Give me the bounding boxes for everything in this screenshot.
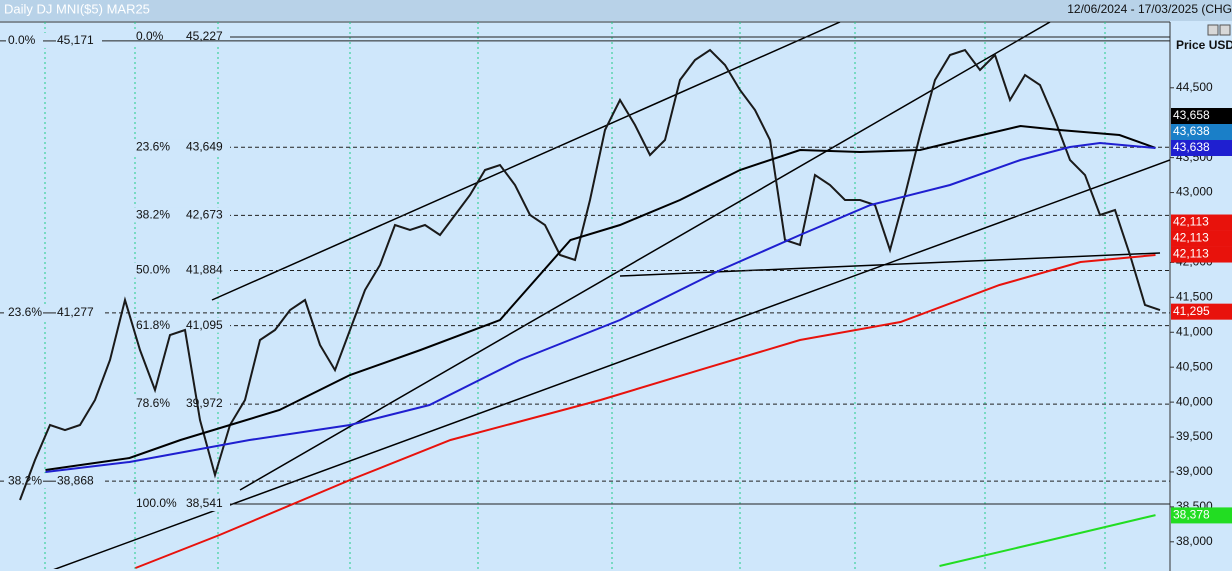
trend-lines <box>53 22 1170 569</box>
y-tick-label: 39,000 <box>1176 464 1213 478</box>
series <box>19 48 1161 569</box>
price-label-box <box>1171 230 1232 247</box>
fib-pct: 0.0% <box>136 29 164 43</box>
series-line <box>135 254 1156 569</box>
price-label-box <box>1171 108 1232 125</box>
series-line <box>939 514 1156 567</box>
y-tick-label: 43,000 <box>1176 185 1213 199</box>
price-label-box <box>1171 303 1232 320</box>
fib-value: 38,541 <box>186 496 223 510</box>
fib-label-bg <box>134 317 230 333</box>
fib-pct: 50.0% <box>136 263 170 277</box>
y-tick-label: 41,500 <box>1176 290 1213 304</box>
y-tick-label: 40,500 <box>1176 359 1213 373</box>
fib-value: 45,171 <box>57 33 94 47</box>
series-line <box>19 48 1161 501</box>
fib-value: 39,972 <box>186 396 223 410</box>
price-label-box <box>1171 507 1232 524</box>
trend-line <box>239 22 1051 491</box>
price-label: 43,638 <box>1173 124 1210 138</box>
fib-value: 42,673 <box>186 208 223 222</box>
fib-label-bg <box>134 262 230 278</box>
fib-pct: 38.2% <box>8 473 42 487</box>
fib-value: 45,227 <box>186 29 223 43</box>
y-tick-label: 44,500 <box>1176 80 1213 94</box>
fib-pct: 0.0% <box>8 33 36 47</box>
price-label: 42,113 <box>1173 215 1209 229</box>
price-label-box <box>1171 214 1232 231</box>
fib-pct: 23.6% <box>136 139 170 153</box>
price-label: 43,658 <box>1173 108 1210 122</box>
fib-label-bg <box>134 139 230 155</box>
close-button[interactable] <box>1219 24 1231 36</box>
price-label: 42,113 <box>1173 247 1209 261</box>
y-axis: 38,00038,50039,00039,50040,00040,50041,0… <box>1170 80 1213 548</box>
price-label-box <box>1171 124 1232 141</box>
fib-value: 41,277 <box>57 305 94 319</box>
price-label: 43,638 <box>1173 140 1210 154</box>
y-tick-label: 41,000 <box>1176 324 1213 338</box>
fib-pct: 61.8% <box>136 318 170 332</box>
header-bar <box>0 0 1232 21</box>
fib-value: 43,649 <box>186 139 223 153</box>
price-label: 42,113 <box>1173 231 1209 245</box>
fib-label-bg <box>134 496 230 512</box>
fib-pct: 38.2% <box>136 208 170 222</box>
y-tick-label: 40,000 <box>1176 394 1213 408</box>
chart-title: Daily DJ MNI($5) MAR25 <box>4 1 150 16</box>
month-grid <box>44 22 1106 571</box>
channel-line <box>211 22 841 301</box>
price-labels: 43,658 43,638 43,638 42,113 42,113 42,113 41,2… <box>1171 108 1232 524</box>
y-tick-label: 38,000 <box>1176 534 1213 548</box>
trend-line <box>53 159 1170 569</box>
fib-label-bg <box>134 396 230 412</box>
price-label: 38,378 <box>1173 508 1210 522</box>
series-line <box>45 141 1156 473</box>
fib-value: 41,095 <box>186 318 223 332</box>
fib-pct: 100.0% <box>136 496 177 510</box>
y-axis-label: Price USD <box>1176 38 1232 52</box>
price-label-box <box>1171 246 1232 263</box>
window-button[interactable] <box>1207 24 1219 36</box>
date-range: 12/06/2024 - 17/03/2025 (CHG <box>1067 2 1232 16</box>
fib-label-bg <box>134 207 230 223</box>
fib-pct: 23.6% <box>8 305 42 319</box>
fib-value: 38,868 <box>57 473 94 487</box>
y-tick-label: 39,500 <box>1176 429 1213 443</box>
fib-levels: 0.0% 45,227 23.6% 43,649 38.2% 42,673 50.0% 41,… <box>0 29 1170 512</box>
trend-line <box>619 252 1161 277</box>
price-label-box <box>1171 140 1232 157</box>
fib-value: 41,884 <box>186 263 223 277</box>
series-line <box>45 124 1156 471</box>
price-label: 41,295 <box>1173 304 1210 318</box>
fib-pct: 78.6% <box>136 396 170 410</box>
fib-label-bg <box>134 29 230 45</box>
